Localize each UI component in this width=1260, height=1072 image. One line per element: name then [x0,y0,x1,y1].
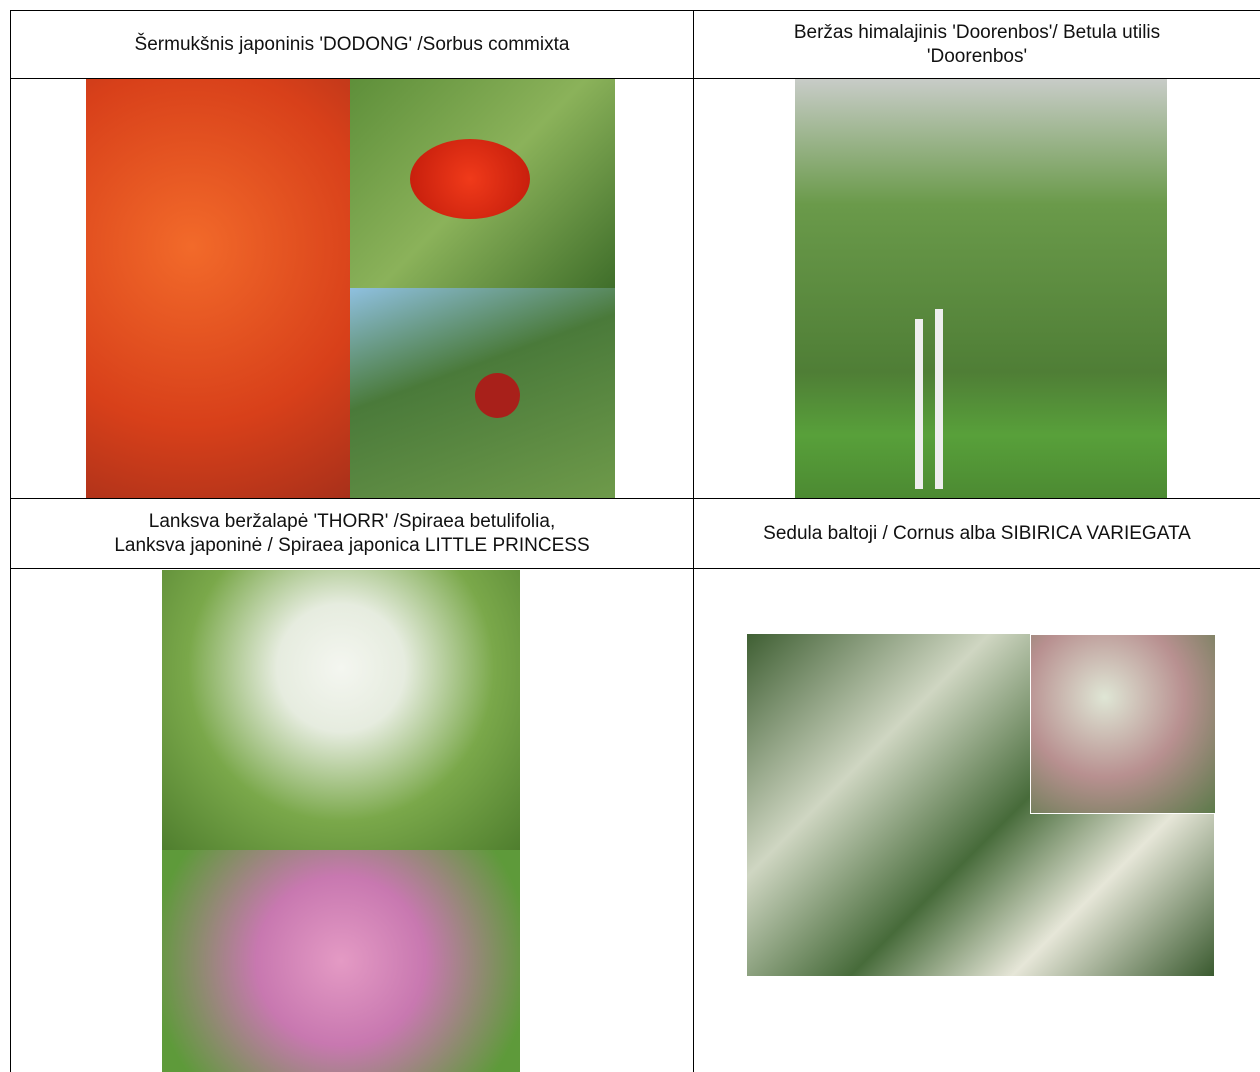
photo-spiraea-white [162,570,520,850]
photo-rowan-berries [350,79,615,288]
table-border [10,78,1260,79]
photo-spiraea-pink [162,850,520,1072]
photo-rowan-autumn [86,79,350,498]
table-border [693,10,694,1072]
table-border [10,568,1260,569]
cell-text: Lanksva japoninė / Spiraea japonica LITT… [114,534,590,556]
table-border [10,498,1260,499]
table-border [10,10,11,1072]
header-cell: Beržas himalajinis 'Doorenbos'/ Betula u… [694,11,1260,78]
cell-text: Lanksva beržalapė 'THORR' /Spiraea betul… [148,510,556,532]
header-cell: Lanksva beržalapė 'THORR' /Spiraea betul… [11,499,693,568]
cell-text: Šermukšnis japoninis 'DODONG' /Sorbus co… [134,33,570,55]
photo-birch [795,79,1167,498]
photo-cornus [747,634,1216,976]
photo-rowan-tree [350,288,615,498]
berries [475,373,520,418]
table-border [10,10,1260,11]
berries [410,139,530,219]
cell-text: Sedula baltoji / Cornus alba SIBIRICA VA… [763,522,1191,544]
header-cell: Šermukšnis japoninis 'DODONG' /Sorbus co… [11,11,693,78]
trunk [935,309,943,489]
header-cell: Sedula baltoji / Cornus alba SIBIRICA VA… [694,499,1260,568]
trunk [915,319,923,489]
cell-text: Beržas himalajinis 'Doorenbos'/ Betula u… [793,21,1161,43]
cell-text: 'Doorenbos' [926,45,1028,67]
photo-cornus-inset [1030,634,1216,814]
